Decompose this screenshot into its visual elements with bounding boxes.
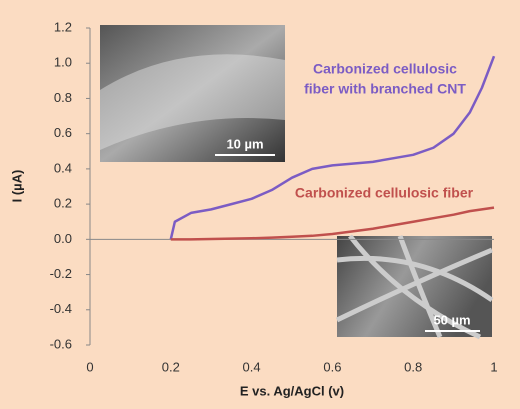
y-tick-label: -0.6 bbox=[50, 336, 72, 351]
x-tick-label: 1 bbox=[490, 359, 497, 374]
x-tick-label: 0 bbox=[86, 359, 93, 374]
annotation: fiber with branched CNT bbox=[304, 81, 466, 97]
annotation: Carbonized cellulosic fiber bbox=[295, 185, 474, 201]
series-line bbox=[169, 55, 496, 240]
y-tick-label: -0.4 bbox=[50, 301, 72, 316]
y-tick-label: 0.2 bbox=[54, 196, 72, 211]
y-tick-label: 1.0 bbox=[54, 55, 72, 70]
y-tick-label: -0.2 bbox=[50, 266, 72, 281]
x-tick-label: 0.8 bbox=[404, 359, 422, 374]
y-tick-label: 0.4 bbox=[54, 160, 72, 175]
x-tick-label: 0.6 bbox=[323, 359, 341, 374]
fiber-shape bbox=[335, 234, 494, 340]
y-tick-label: 0.8 bbox=[54, 90, 72, 105]
scale-label: 50 µm bbox=[433, 312, 470, 327]
fiber-shape bbox=[100, 54, 285, 150]
x-axis-label: E vs. Ag/AgCl (v) bbox=[240, 383, 344, 398]
annotation: Carbonized cellulosic bbox=[313, 61, 457, 77]
series-line bbox=[170, 206, 495, 241]
x-tick-label: 0.4 bbox=[243, 359, 261, 374]
y-axis-label: I (µA) bbox=[9, 170, 24, 203]
inset-cnt: 10 µm bbox=[100, 25, 285, 162]
scale-label: 10 µm bbox=[226, 136, 263, 151]
inset-fiber: 50 µm bbox=[335, 234, 494, 340]
y-tick-label: 0.0 bbox=[54, 231, 72, 246]
y-tick-label: 1.2 bbox=[54, 19, 72, 34]
y-tick-label: 0.6 bbox=[54, 125, 72, 140]
x-tick-label: 0.2 bbox=[162, 359, 180, 374]
